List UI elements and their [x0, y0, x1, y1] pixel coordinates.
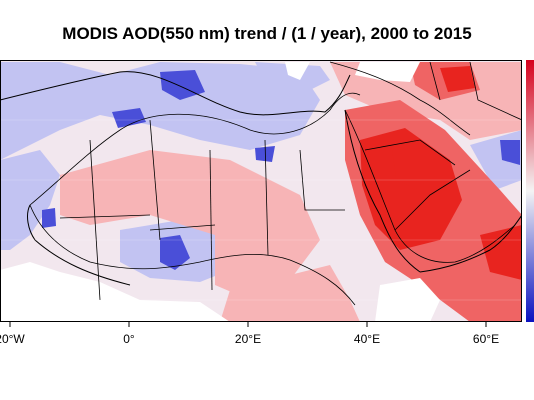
x-tick-label: 20°E	[235, 332, 261, 346]
grid-lines	[0, 119, 522, 301]
coastlines	[0, 71, 522, 286]
hotspot-areas	[360, 66, 522, 280]
colorbar	[526, 60, 534, 322]
negative-areas	[0, 62, 522, 282]
x-tick-label: 20°W	[0, 332, 25, 346]
map-title: MODIS AOD(550 nm) trend / (1 / year), 20…	[62, 24, 472, 43]
x-tick-label: 60°E	[473, 332, 499, 346]
trend-raster	[0, 60, 522, 322]
x-axis: 20°W 0° 20°E 40°E 60°E	[0, 322, 499, 346]
no-data-areas	[0, 62, 440, 322]
positive-areas	[60, 62, 522, 322]
country-borders	[29, 61, 522, 306]
plot-frame	[0, 60, 522, 322]
x-tick-label: 0°	[123, 332, 135, 346]
x-tick-label: 40°E	[354, 332, 380, 346]
